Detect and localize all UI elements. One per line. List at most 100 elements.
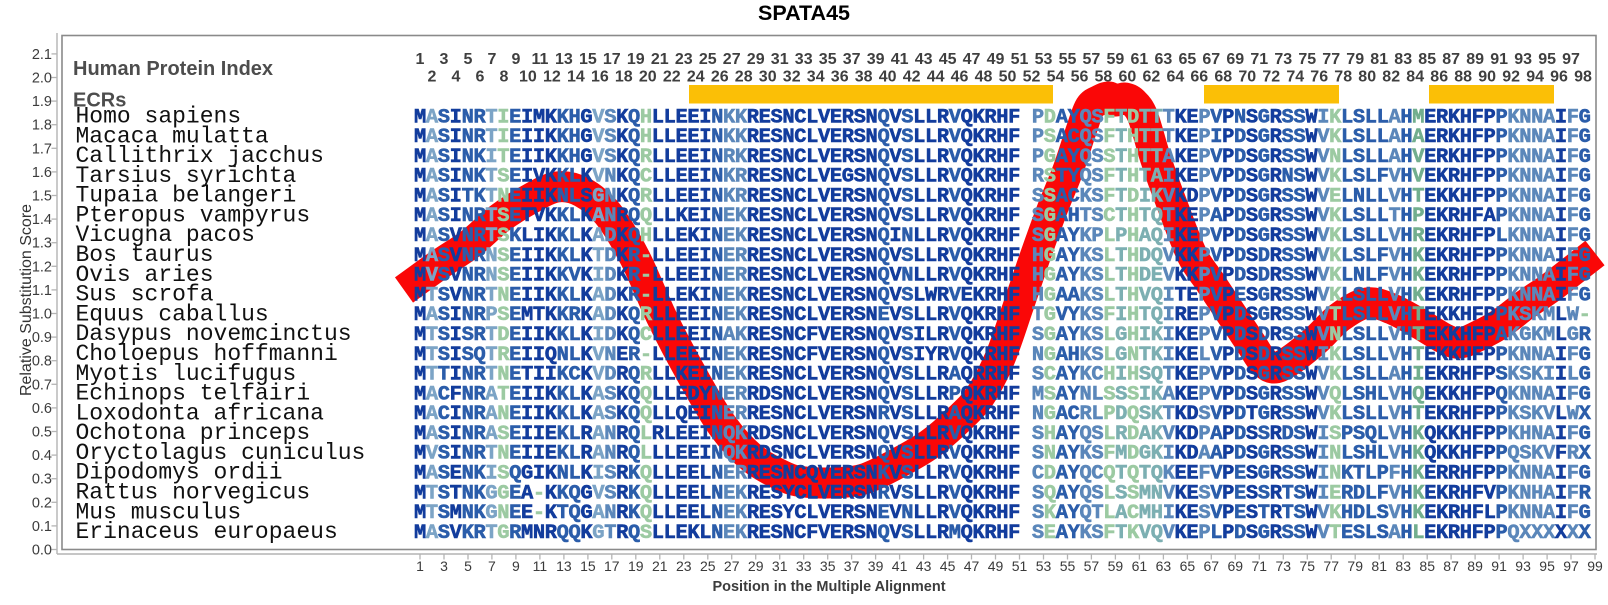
- svg-text:MASINKTSEIVKKLKVNKQCLLEEINKRRE: MASINKTSEIVKKLKVNKQCLLEEINKRRESNCLVEGSNQ…: [414, 166, 1591, 189]
- svg-text:MASVNRNSEIIKKLKTDKR-LLEEINERRE: MASVNRNSEIIKKLKTDKR-LLEEINERRESNCLVERSNQ…: [414, 245, 1591, 268]
- svg-text:1.4: 1.4: [32, 212, 52, 228]
- svg-text:90: 90: [1478, 69, 1496, 86]
- svg-text:Position in the Multiple Align: Position in the Multiple Alignment: [712, 579, 945, 595]
- svg-text:Erinaceus europaeus: Erinaceus europaeus: [76, 519, 338, 545]
- svg-text:1.9: 1.9: [32, 94, 52, 110]
- svg-text:55: 55: [1060, 558, 1076, 574]
- svg-text:93: 93: [1515, 558, 1531, 574]
- svg-text:85: 85: [1419, 558, 1435, 574]
- svg-text:62: 62: [1143, 69, 1161, 86]
- svg-text:93: 93: [1514, 51, 1532, 68]
- svg-text:1.5: 1.5: [32, 189, 52, 205]
- svg-text:69: 69: [1226, 51, 1244, 68]
- svg-text:0.2: 0.2: [32, 495, 52, 511]
- svg-text:Vicugna pacos: Vicugna pacos: [76, 222, 255, 248]
- svg-text:5: 5: [464, 51, 473, 68]
- svg-text:3: 3: [440, 51, 449, 68]
- svg-text:76: 76: [1310, 69, 1328, 86]
- svg-text:4: 4: [452, 69, 461, 86]
- svg-text:89: 89: [1467, 558, 1483, 574]
- svg-text:9: 9: [512, 558, 520, 574]
- svg-text:52: 52: [1023, 69, 1041, 86]
- svg-text:65: 65: [1180, 558, 1196, 574]
- svg-text:6: 6: [475, 69, 484, 86]
- svg-text:69: 69: [1228, 558, 1244, 574]
- svg-text:71: 71: [1252, 558, 1268, 574]
- svg-text:Dasypus novemcinctus: Dasypus novemcinctus: [76, 321, 352, 347]
- svg-text:MASINRTIEIIKKHGVSKQHLLEEINKKRE: MASINRTIEIIKKHGVSKQHLLEEINKKRESNCLVERSNQ…: [414, 126, 1591, 149]
- svg-text:10: 10: [519, 69, 537, 86]
- svg-text:Homo sapiens: Homo sapiens: [76, 104, 242, 130]
- svg-text:59: 59: [1108, 558, 1124, 574]
- svg-text:29: 29: [747, 51, 765, 68]
- svg-text:0.7: 0.7: [32, 377, 52, 393]
- svg-text:89: 89: [1466, 51, 1484, 68]
- svg-text:34: 34: [807, 69, 825, 86]
- svg-text:31: 31: [772, 558, 788, 574]
- svg-text:78: 78: [1334, 69, 1352, 86]
- svg-text:59: 59: [1107, 51, 1125, 68]
- svg-text:0.0: 0.0: [32, 543, 52, 559]
- svg-text:Ovis aries: Ovis aries: [76, 262, 214, 288]
- svg-text:53: 53: [1035, 51, 1053, 68]
- svg-text:0.9: 0.9: [32, 330, 52, 346]
- svg-text:7: 7: [488, 558, 496, 574]
- svg-text:46: 46: [951, 69, 969, 86]
- svg-text:45: 45: [940, 558, 956, 574]
- svg-text:58: 58: [1095, 69, 1113, 86]
- svg-text:Rattus norvegicus: Rattus norvegicus: [76, 480, 311, 506]
- svg-text:Myotis lucifugus: Myotis lucifugus: [76, 361, 297, 387]
- svg-text:61: 61: [1131, 51, 1149, 68]
- svg-text:21: 21: [652, 558, 668, 574]
- svg-text:43: 43: [915, 51, 933, 68]
- svg-text:73: 73: [1274, 51, 1292, 68]
- svg-text:20: 20: [639, 69, 657, 86]
- svg-text:39: 39: [867, 51, 885, 68]
- svg-text:65: 65: [1179, 51, 1197, 68]
- svg-text:83: 83: [1395, 558, 1411, 574]
- svg-text:82: 82: [1382, 69, 1400, 86]
- svg-text:Mus musculus: Mus musculus: [76, 499, 242, 525]
- svg-text:80: 80: [1358, 69, 1376, 86]
- svg-text:ECRs: ECRs: [73, 90, 126, 112]
- svg-text:35: 35: [820, 558, 836, 574]
- svg-text:95: 95: [1539, 558, 1555, 574]
- svg-text:11: 11: [533, 558, 548, 574]
- svg-text:97: 97: [1563, 558, 1579, 574]
- svg-text:23: 23: [676, 558, 692, 574]
- svg-text:MASITKTNEIIKNLSGNKQRLLEEINKRRE: MASITKTNEIIKNLSGNKQRLLEEINKRRESNCLVERSNQ…: [414, 186, 1591, 209]
- svg-text:54: 54: [1047, 69, 1065, 86]
- svg-text:Callithrix jacchus: Callithrix jacchus: [76, 143, 324, 169]
- svg-text:87: 87: [1443, 558, 1459, 574]
- svg-text:17: 17: [603, 51, 621, 68]
- svg-text:21: 21: [651, 51, 669, 68]
- svg-text:19: 19: [628, 558, 644, 574]
- svg-text:91: 91: [1491, 558, 1507, 574]
- svg-text:56: 56: [1071, 69, 1089, 86]
- svg-text:49: 49: [988, 558, 1004, 574]
- svg-text:11: 11: [531, 51, 548, 68]
- svg-text:33: 33: [795, 51, 813, 68]
- svg-text:44: 44: [927, 69, 945, 86]
- svg-text:1.7: 1.7: [32, 141, 52, 157]
- svg-text:7: 7: [487, 51, 496, 68]
- svg-text:81: 81: [1370, 51, 1388, 68]
- svg-text:42: 42: [903, 69, 921, 86]
- svg-text:MTSVNRTNEIIKKLKADKR-LLEKINEKRE: MTSVNRTNEIIKKLKADKR-LLEKINEKRESNCLVERSNQ…: [414, 284, 1591, 307]
- svg-text:27: 27: [724, 558, 740, 574]
- svg-text:51: 51: [1011, 51, 1029, 68]
- svg-text:0.1: 0.1: [32, 519, 52, 535]
- svg-text:43: 43: [916, 558, 932, 574]
- svg-text:MTSISRTDEIIKKLKIDKQCLLEEINAKRE: MTSISRTDEIIKKLKIDKQCLLEEINAKRESNCFVERSNQ…: [414, 324, 1592, 347]
- svg-text:95: 95: [1538, 51, 1556, 68]
- svg-text:0.6: 0.6: [32, 401, 52, 417]
- svg-text:12: 12: [543, 69, 561, 86]
- svg-text:MVSVNRNSEIIKKVKIDKR-LLEEINERRE: MVSVNRNSEIIKKVKIDKR-LLEEINERRESNCLVERSNQ…: [414, 265, 1591, 288]
- svg-text:26: 26: [711, 69, 729, 86]
- svg-text:2.0: 2.0: [32, 71, 52, 87]
- svg-text:70: 70: [1238, 69, 1256, 86]
- svg-text:Pteropus vampyrus: Pteropus vampyrus: [76, 202, 311, 228]
- svg-text:85: 85: [1418, 51, 1436, 68]
- svg-text:66: 66: [1190, 69, 1208, 86]
- svg-text:Choloepus hoffmanni: Choloepus hoffmanni: [76, 341, 338, 367]
